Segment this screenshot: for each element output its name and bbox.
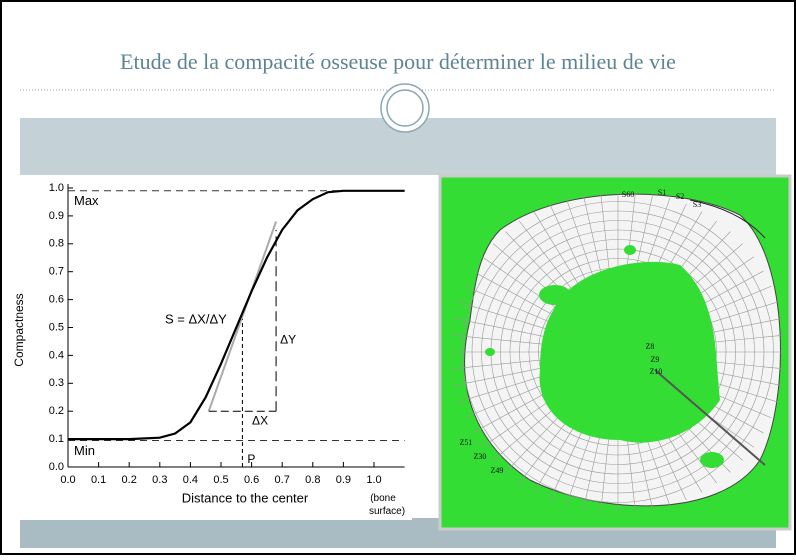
ornament <box>387 90 423 126</box>
chart-panel <box>8 175 412 520</box>
x-tick-label: 0.7 <box>275 474 290 486</box>
y-tick-label: 0.7 <box>49 266 64 278</box>
delta-y-label: ΔY <box>280 333 296 347</box>
figure-label: Z51 <box>460 438 473 447</box>
x-tick-label: 0.5 <box>213 474 228 486</box>
y-tick-label: 0.2 <box>49 405 64 417</box>
reference-label: Max <box>74 193 99 208</box>
figure-label: Z30 <box>474 452 487 461</box>
y-tick-label: 1.0 <box>49 182 64 194</box>
cavity <box>624 245 636 255</box>
y-tick-label: 0.8 <box>49 238 64 250</box>
y-tick-label: 0.4 <box>49 349 64 361</box>
figure-label: S3 <box>693 200 701 209</box>
x-tick-label: 0.3 <box>152 474 167 486</box>
y-tick-label: 0.6 <box>49 294 64 306</box>
x-tick-label: 0.2 <box>122 474 137 486</box>
cavity <box>539 285 571 305</box>
x-tick-label: 1.0 <box>366 474 381 486</box>
figure-label: S1 <box>658 188 666 197</box>
x-tick-label: 0.1 <box>91 474 106 486</box>
slope-label: S = ΔX/ΔY <box>165 311 227 326</box>
slide: Etude de la compacité osseuse pour déter… <box>0 0 796 555</box>
delta-x-label: ΔX <box>252 413 268 427</box>
y-tick-label: 0.9 <box>49 210 64 222</box>
cavity <box>700 452 724 468</box>
figure-label: Z9 <box>651 355 660 364</box>
figure-label: Z8 <box>646 342 655 351</box>
x-tick-label: 0.9 <box>336 474 351 486</box>
x-tick-label: 0.6 <box>244 474 259 486</box>
slide-title: Etude de la compacité osseuse pour déter… <box>120 49 676 74</box>
x-axis-label: Distance to the center <box>182 490 309 505</box>
x-tick-label: 0.8 <box>305 474 320 486</box>
y-tick-label: 0.1 <box>49 433 64 445</box>
y-axis-label: Compactness <box>12 293 26 366</box>
figure-label: Z49 <box>491 466 504 475</box>
y-tick-label: 0.0 <box>49 461 64 473</box>
figure-label: S60 <box>622 190 634 199</box>
reference-label: Min <box>74 443 95 458</box>
y-tick-label: 0.5 <box>49 321 64 333</box>
x-tick-label: 0.0 <box>60 474 75 486</box>
x-tick-label: 0.4 <box>183 474 198 486</box>
point-p-label: P <box>247 452 255 466</box>
figure-label: S2 <box>676 192 684 201</box>
cavity <box>485 348 495 356</box>
figure-label: Z10 <box>650 367 663 376</box>
y-tick-label: 0.3 <box>49 377 64 389</box>
